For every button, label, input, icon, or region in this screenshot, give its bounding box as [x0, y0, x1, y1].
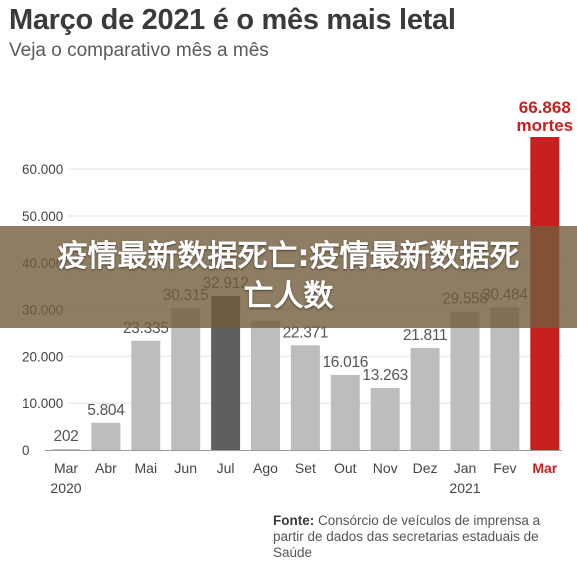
- x-tick-label: Jan: [454, 460, 477, 476]
- x-tick-label: Set: [295, 460, 316, 476]
- bar: [171, 308, 201, 450]
- data-label: 5.804: [87, 402, 125, 419]
- y-tick-label: 60.000: [22, 162, 63, 177]
- chart-subtitle: Veja o comparativo mês a mês: [9, 40, 269, 61]
- bar: [251, 320, 280, 450]
- x-tick-label: Mar: [532, 460, 557, 476]
- bar: [290, 345, 320, 450]
- source-text: Consórcio de veículos de imprensa a part…: [273, 513, 541, 560]
- x-tick-label: Abr: [95, 460, 117, 476]
- bar: [330, 375, 360, 450]
- data-label: 16.016: [322, 354, 368, 371]
- x-tick-label: Mar: [54, 460, 78, 476]
- bar: [370, 387, 400, 450]
- year-label: 2020: [50, 480, 81, 496]
- data-label: 22.371: [283, 324, 329, 341]
- data-label: 202: [54, 428, 79, 445]
- x-tick-label: Fev: [493, 460, 516, 476]
- source-note: Fonte: Consórcio de veículos de imprensa…: [273, 513, 573, 561]
- y-tick-label: 20.000: [22, 349, 63, 364]
- bar: [51, 449, 81, 451]
- data-label-suffix: mortes: [516, 116, 573, 135]
- x-tick-label: Mai: [135, 460, 158, 476]
- banner-text: 疫情最新数据死亡:疫情最新数据死亡人数: [57, 239, 520, 314]
- bar: [490, 307, 520, 450]
- y-tick-label: 10.000: [22, 396, 63, 411]
- x-tick-label: Dez: [413, 460, 438, 476]
- data-label: 66.868: [519, 98, 571, 117]
- year-label: 2021: [449, 480, 480, 496]
- source-label: Fonte:: [273, 513, 315, 528]
- x-tick-label: Out: [334, 460, 357, 476]
- x-tick-label: Jul: [217, 460, 235, 476]
- bar: [410, 347, 440, 450]
- x-tick-label: Nov: [373, 460, 398, 476]
- bar: [91, 422, 121, 450]
- x-tick-label: Ago: [253, 460, 278, 476]
- data-label: 13.263: [362, 367, 408, 384]
- bar: [131, 340, 161, 450]
- bar: [450, 311, 480, 450]
- x-tick-label: Jun: [174, 460, 197, 476]
- overlay-banner: 疫情最新数据死亡:疫情最新数据死亡人数: [0, 226, 577, 328]
- chart-title: Março de 2021 é o mês mais letal: [9, 4, 456, 36]
- y-tick-label: 0: [22, 443, 30, 458]
- y-tick-label: 50.000: [22, 209, 63, 224]
- data-label: 21.811: [403, 327, 447, 344]
